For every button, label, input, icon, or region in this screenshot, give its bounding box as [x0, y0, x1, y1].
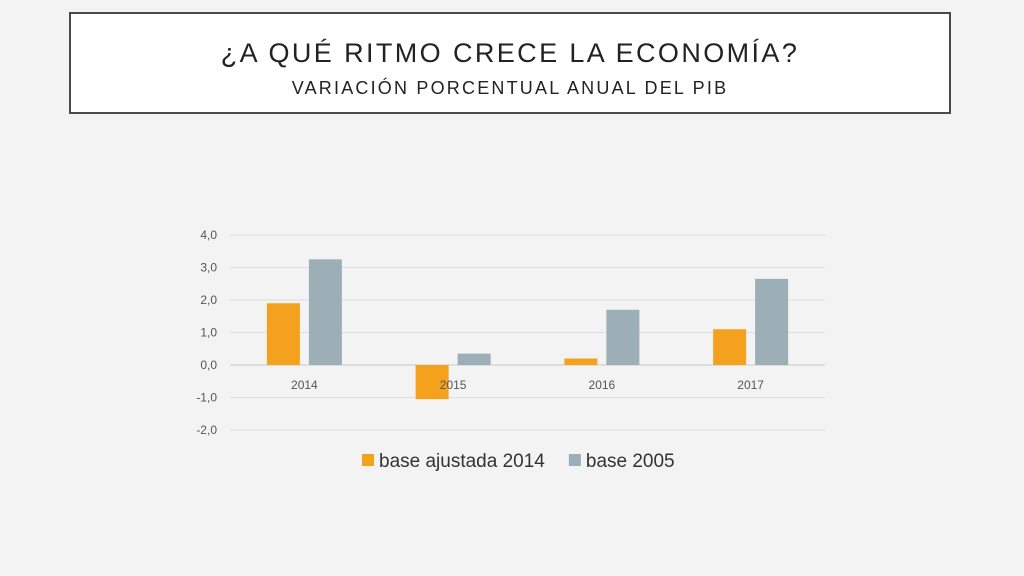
- page-title: ¿A QUÉ RITMO CRECE LA ECONOMÍA?: [220, 38, 800, 68]
- bar-base-ajustada-2014-2015: [415, 365, 449, 400]
- y-tick-label: -1,0: [196, 391, 217, 405]
- legend-label: base 2005: [586, 451, 675, 472]
- y-tick-label: -2,0: [196, 423, 217, 437]
- bar-base-ajustada-2014-2014: [266, 303, 300, 365]
- bar-base-2005-2016: [606, 309, 640, 365]
- x-tick-label: 2016: [589, 378, 616, 392]
- legend-swatch: [362, 454, 374, 466]
- x-tick-label: 2015: [440, 378, 467, 392]
- bar-base-ajustada-2014-2016: [564, 358, 598, 365]
- bar-base-2005-2015: [457, 353, 491, 365]
- bar-base-2005-2017: [755, 278, 789, 365]
- legend-swatch: [568, 454, 581, 466]
- bar-base-2005-2014: [308, 259, 342, 365]
- legend-label: base ajustada 2014: [379, 451, 545, 472]
- y-tick-label: 3,0: [200, 261, 217, 275]
- bar-base-ajustada-2014-2017: [713, 329, 747, 365]
- x-tick-label: 2017: [737, 378, 764, 392]
- title-box: ¿A QUÉ RITMO CRECE LA ECONOMÍA? VARIACIÓ…: [69, 12, 951, 114]
- y-tick-label: 4,0: [200, 228, 217, 242]
- x-tick-label: 2014: [291, 378, 318, 392]
- y-tick-label: 0,0: [200, 358, 217, 372]
- y-tick-label: 2,0: [200, 293, 217, 307]
- y-tick-label: 1,0: [200, 326, 217, 340]
- page-subtitle: VARIACIÓN PORCENTUAL ANUAL DEL PIB: [291, 78, 729, 98]
